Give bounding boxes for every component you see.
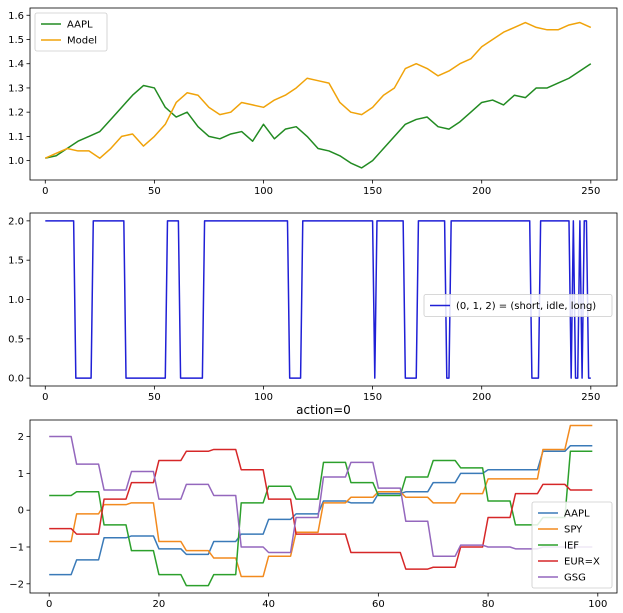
y-tick-label: 1.4 [8, 59, 24, 70]
axes-frame [29, 419, 618, 594]
series-line-model [44, 21, 592, 159]
legend-box [531, 501, 613, 589]
x-tick-label: 0 [46, 599, 52, 610]
y-tick-label: −2 [9, 579, 24, 590]
y-tick-label: 0.0 [8, 374, 24, 385]
legend-label: Model [67, 36, 97, 47]
legend-label: (0, 1, 2) = (short, idle, long) [456, 301, 596, 312]
legend-label: AAPL [564, 509, 590, 520]
x-tick-label: 250 [581, 392, 600, 403]
legend: (0, 1, 2) = (short, idle, long) [423, 294, 613, 317]
series-line--0-1-2-short-idle-long- [45, 220, 591, 379]
y-tick-label: −1 [9, 542, 24, 553]
legend-label: GSG [564, 573, 586, 584]
y-tick-label: 1.5 [8, 256, 24, 267]
x-tick-label: 0 [42, 392, 48, 403]
y-tick-label: 2 [18, 432, 24, 443]
y-tick-label: 1.0 [8, 156, 24, 167]
x-tick-label: 0 [42, 186, 48, 197]
legend-label: IEF [564, 541, 579, 552]
series-line-spy [49, 424, 593, 578]
panel-3: 0 20 40 60 80 100 −2 −1 0 1 2 action=0 AAPL SPY IEF EUR… [9, 403, 618, 610]
legend-label: EUR=X [564, 557, 600, 568]
x-tick-label: 100 [588, 599, 607, 610]
x-tick-label: 100 [254, 392, 273, 403]
y-tick-label: 1.5 [8, 35, 24, 46]
y-tick-label: 1.6 [8, 11, 24, 22]
x-tick-label: 150 [363, 186, 382, 197]
series-line-aapl [49, 445, 593, 576]
series-line-aapl [45, 63, 592, 169]
y-tick-label: 1.0 [8, 295, 24, 306]
panel-2: 0 50 100 150 200 250 0.0 0.5 1.0 1.5 2.0 (0, 1, 2) … [8, 212, 618, 403]
y-tick-label: 1.1 [8, 132, 24, 143]
chart-title: action=0 [296, 403, 351, 417]
y-tick-label: 1.3 [8, 83, 24, 94]
x-tick-label: 50 [148, 186, 161, 197]
x-tick-label: 200 [472, 392, 491, 403]
series-line-gsg [49, 435, 593, 557]
x-tick-label: 80 [482, 599, 495, 610]
series-line-eur-x [49, 448, 593, 570]
y-tick-label: 2.0 [8, 216, 24, 227]
x-tick-label: 50 [148, 392, 161, 403]
legend: AAPL Model [34, 12, 108, 52]
x-tick-label: 60 [372, 599, 385, 610]
x-tick-label: 100 [254, 186, 273, 197]
y-tick-label: 0.5 [8, 334, 24, 345]
legend-box [423, 294, 613, 317]
x-tick-label: 200 [472, 186, 491, 197]
y-tick-label: 1 [18, 469, 24, 480]
legend-label: SPY [564, 525, 583, 536]
y-tick-label: 0 [18, 506, 24, 517]
series-line-ief [49, 450, 593, 587]
legend-box [34, 12, 108, 52]
axes-frame [29, 7, 618, 181]
panel-1: 0 50 100 150 200 250 1.0 1.1 1.2 1.3 1.4 1.5 1.6 AAPL… [8, 7, 618, 197]
plot-area [30, 8, 617, 180]
x-tick-label: 150 [363, 392, 382, 403]
x-tick-label: 20 [153, 599, 166, 610]
legend-label: AAPL [67, 20, 93, 31]
x-tick-label: 40 [262, 599, 275, 610]
legend: AAPL SPY IEF EUR=X GSG [531, 501, 613, 589]
y-tick-label: 1.2 [8, 108, 24, 119]
x-tick-label: 250 [581, 186, 600, 197]
